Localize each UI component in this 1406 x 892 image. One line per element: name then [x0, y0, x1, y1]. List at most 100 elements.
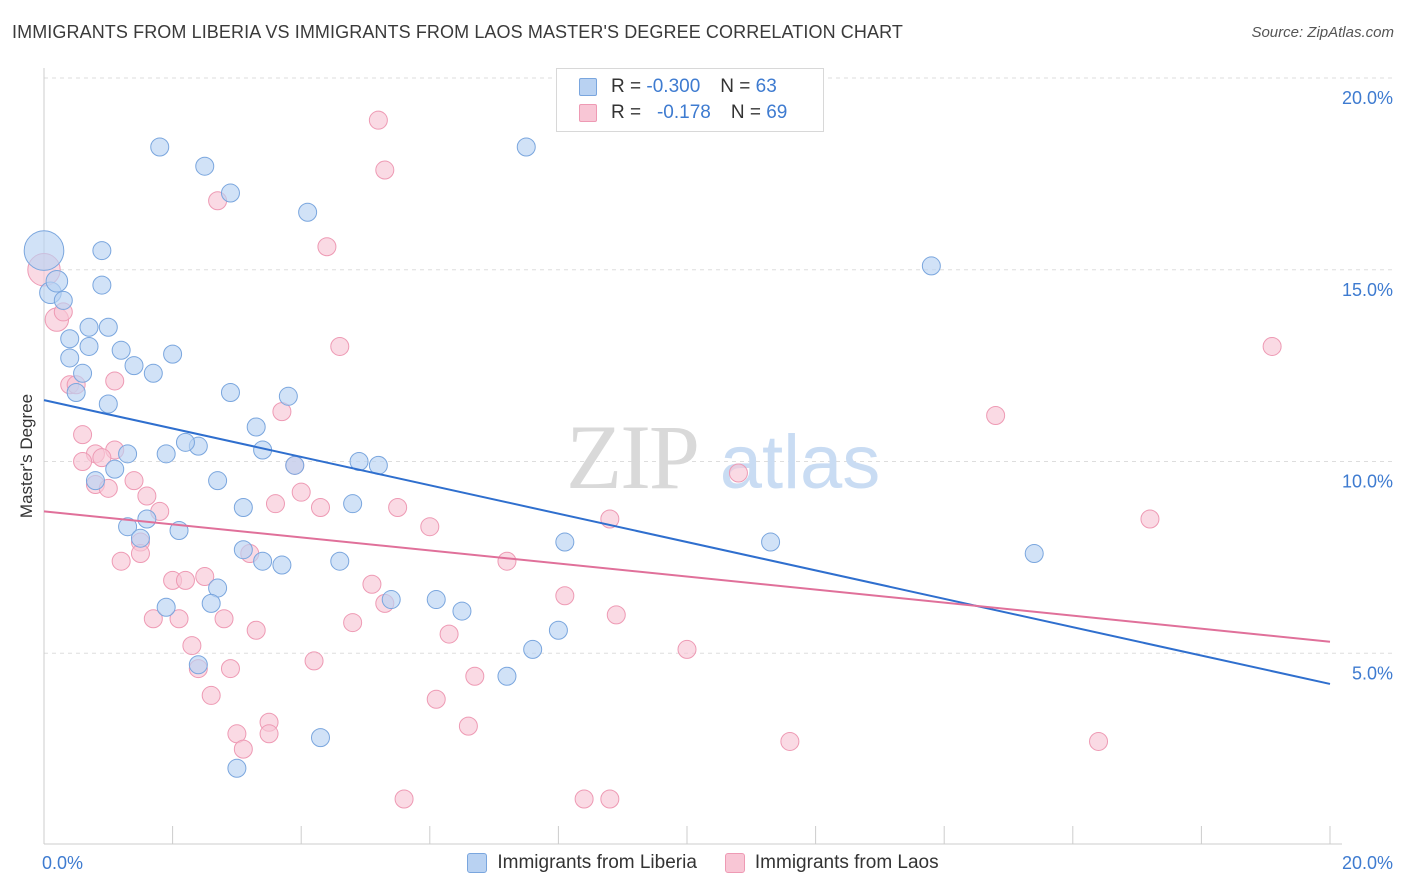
legend-label-laos: Immigrants from Laos	[754, 852, 939, 873]
laos-point-7	[330, 336, 350, 356]
liberia-point-32	[105, 459, 125, 479]
liberia-point-23	[98, 394, 118, 414]
series-legend: Immigrants from Liberia Immigrants from …	[0, 852, 1406, 874]
laos-point-50	[182, 636, 202, 656]
laos-point-4	[375, 160, 395, 180]
chart-title: IMMIGRANTS FROM LIBERIA VS IMMIGRANTS FR…	[12, 22, 903, 42]
laos-point-35	[111, 551, 131, 571]
liberia-point-19	[143, 363, 163, 383]
laos-point-44	[143, 609, 163, 629]
liberia-point-4	[92, 275, 112, 295]
liberia-point-45	[272, 555, 292, 575]
legend-laos-n: 69	[766, 102, 788, 123]
liberia-point-38	[118, 517, 138, 537]
axes	[43, 68, 1342, 845]
laos-point-36	[497, 551, 517, 571]
laos-point-26	[310, 498, 330, 518]
laos-point-49	[439, 624, 459, 644]
liberia-point-62	[124, 356, 144, 376]
liberia-point-53	[548, 620, 568, 640]
legend-item-liberia[interactable]: Immigrants from Liberia	[467, 852, 697, 874]
liberia-point-27	[118, 444, 138, 464]
laos-point-12	[986, 405, 1006, 425]
liberia-point-42	[761, 532, 781, 552]
y-tick-label-3: 20.0%	[1342, 88, 1393, 108]
legend-n-label: N =	[720, 76, 751, 97]
laos-point-16	[92, 448, 112, 468]
liberia-point-40	[130, 528, 150, 548]
laos-point-46	[214, 609, 234, 629]
liberia-point-43	[1024, 544, 1044, 564]
liberia-point-24	[246, 417, 266, 437]
laos-point-64	[233, 739, 253, 759]
laos-point-24	[137, 486, 157, 506]
legend-liberia-n: 63	[755, 76, 777, 97]
laos-point-57	[426, 689, 446, 709]
liberia-point-11	[79, 317, 99, 337]
liberia-point-51	[156, 597, 176, 617]
laos-point-51	[677, 639, 697, 659]
laos-point-67	[600, 789, 620, 809]
legend-item-laos[interactable]: Immigrants from Laos	[724, 852, 939, 874]
laos-point-48	[246, 620, 266, 640]
laos-point-8	[1262, 336, 1282, 356]
legend-liberia-r: -0.300	[646, 76, 701, 97]
legend-row-liberia: R = -0.300 N = 63	[579, 74, 777, 100]
liberia-point-6	[195, 156, 215, 176]
laos-point-31	[420, 517, 440, 537]
laos-point-39	[175, 570, 195, 590]
laos-point-25	[265, 494, 285, 514]
laos-point-65	[394, 789, 414, 809]
trend-lines	[43, 399, 1331, 685]
liberia-point-13	[60, 329, 80, 349]
laos-point-27	[388, 498, 408, 518]
legend-swatch-liberia	[579, 78, 597, 96]
liberia-point-9	[516, 137, 536, 157]
source-label: Source: ZipAtlas.com	[1251, 24, 1394, 41]
y-axis-label: Master's Degree	[17, 393, 36, 519]
laos-point-17	[73, 452, 93, 471]
liberia-point-34	[208, 471, 228, 491]
legend-row-laos: R = -0.178 N = 69	[579, 100, 787, 126]
laos-point-47	[343, 613, 363, 633]
liberia-point-16	[60, 348, 80, 368]
laos-point-63	[1089, 731, 1109, 751]
liberia-point-8	[298, 202, 318, 222]
x-tick-label-1: 20.0%	[1342, 853, 1393, 873]
liberia-point-55	[188, 655, 208, 675]
liberia-point-5	[150, 137, 170, 157]
legend-laos-r: -0.178	[656, 102, 711, 123]
laos-point-21	[124, 471, 144, 491]
laos-point-54	[220, 659, 240, 679]
laos-point-19	[728, 463, 748, 483]
liberia-point-2	[45, 269, 69, 293]
liberia-point-17	[163, 344, 183, 364]
liberia-point-30	[285, 455, 305, 475]
liberia-point-37	[137, 509, 157, 529]
liberia-point-36	[343, 494, 363, 514]
laos-point-55	[465, 666, 485, 686]
watermark-zip: ZIP	[566, 406, 698, 508]
y-tick-label-0: 5.0%	[1352, 663, 1393, 683]
legend-label-liberia: Immigrants from Liberia	[497, 852, 697, 873]
liberia-point-44	[253, 551, 273, 571]
legend-swatch-liberia	[467, 853, 488, 873]
legend-r-label: R =	[611, 102, 642, 123]
liberia-point-35	[233, 498, 253, 518]
legend-n-label: N =	[730, 102, 761, 123]
liberia-point-56	[497, 666, 517, 686]
liberia-point-49	[426, 590, 446, 610]
liberia-point-12	[98, 317, 118, 337]
legend-r-label: R =	[611, 76, 642, 97]
liberia-point-18	[73, 363, 93, 383]
liberia-point-15	[111, 340, 131, 360]
tick-labels: 5.0% 10.0% 15.0% 20.0% 0.0% 20.0%	[42, 88, 1393, 873]
laos-point-61	[259, 724, 279, 744]
liberia-point-21	[220, 382, 240, 402]
liberia-point-61	[175, 432, 195, 452]
laos-point-45	[169, 609, 189, 629]
laos-point-62	[780, 731, 800, 751]
correlation-legend: R = -0.300 N = 63 R = -0.178 N = 69	[556, 68, 824, 132]
laos-trend-line	[43, 510, 1331, 643]
